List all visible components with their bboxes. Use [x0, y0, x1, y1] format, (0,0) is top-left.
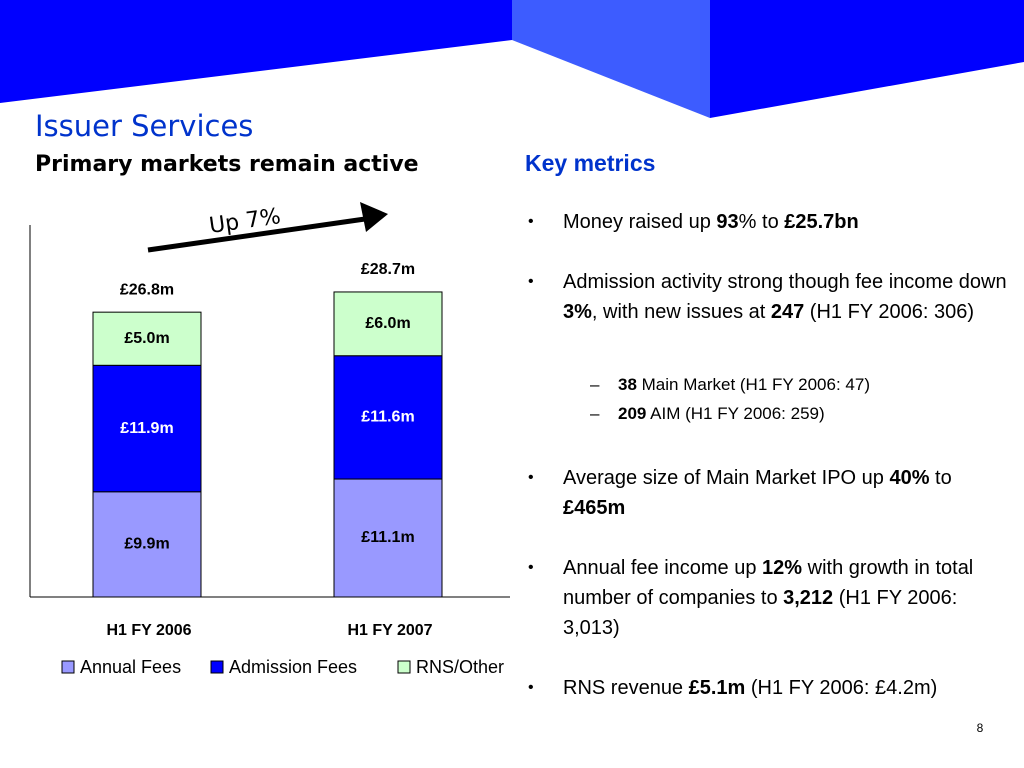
bullet: Admission activity strong though fee inc… — [528, 267, 1013, 327]
growth-arrowhead — [360, 202, 388, 232]
slide-subtitle: Primary markets remain active — [35, 152, 419, 177]
slide-title: Issuer Services — [35, 109, 253, 143]
text-run: £465m — [563, 497, 626, 519]
text-run: to — [929, 467, 958, 489]
legend-label: RNS/Other — [416, 657, 504, 677]
text-run: AIM (H1 FY 2006: 259) — [646, 404, 825, 423]
sub-bullet: 38 Main Market (H1 FY 2006: 47) — [590, 370, 1018, 399]
text-run: £5.1m — [688, 677, 746, 699]
text-run: Money raised up — [563, 211, 717, 233]
text-run: 93 — [716, 211, 739, 233]
banner-right — [710, 0, 1024, 118]
sub-bullet: 209 AIM (H1 FY 2006: 259) — [590, 399, 1018, 428]
text-run: 3,212 — [783, 587, 834, 609]
total-label: £28.7m — [361, 261, 415, 278]
page-number: 8 — [977, 721, 984, 735]
bullet: Average size of Main Market IPO up 40% t… — [528, 463, 1013, 523]
text-run: £25.7bn — [784, 211, 859, 233]
key-metrics-title: Key metrics — [525, 150, 655, 176]
bullet: RNS revenue £5.1m (H1 FY 2006: £4.2m) — [528, 673, 1013, 703]
text-run: Average size of Main Market IPO up — [563, 467, 890, 489]
text-run: 209 — [618, 404, 647, 423]
legend-label: Admission Fees — [229, 657, 357, 677]
text-run: 40% — [889, 467, 930, 489]
text-run: Annual fee income up — [563, 557, 763, 579]
bar-segment — [92, 364, 202, 493]
value-label: £6.0m — [365, 315, 410, 332]
bullet: Money raised up 93% to £25.7bn — [528, 207, 1013, 237]
legend-swatch — [397, 660, 411, 674]
banner-middle — [512, 0, 710, 118]
text-run: 3% — [563, 301, 592, 323]
bar-segment — [92, 311, 202, 366]
text-run: RNS revenue — [563, 677, 689, 699]
bar-segment — [333, 291, 443, 357]
text-run: (H1 FY 2006: 306) — [804, 301, 974, 323]
x-tick-label: H1 FY 2007 — [347, 622, 432, 639]
legend-swatch — [61, 660, 75, 674]
banner-left — [0, 0, 512, 103]
total-label: £26.8m — [120, 281, 174, 298]
growth-arrow — [147, 215, 373, 253]
text-run: Main Market (H1 FY 2006: 47) — [636, 375, 870, 394]
x-tick-label: H1 FY 2006 — [106, 622, 191, 639]
legend-label: Annual Fees — [80, 657, 181, 677]
bar-segment — [333, 355, 443, 480]
value-label: £9.9m — [124, 536, 169, 553]
bar-segment — [92, 491, 202, 598]
value-label: £11.6m — [361, 409, 414, 426]
value-label: £11.9m — [120, 420, 173, 437]
value-label: £5.0m — [124, 330, 169, 347]
text-run: % to — [738, 211, 785, 233]
text-run: 12% — [762, 557, 803, 579]
text-run: (H1 FY 2006: 3,013) — [563, 587, 963, 639]
text-run: (H1 FY 2006: £4.2m) — [745, 677, 938, 699]
bar-segment — [333, 478, 443, 598]
bullet: Annual fee income up 12% with growth in … — [528, 553, 1013, 643]
text-run: with growth in total number of companies… — [563, 557, 979, 609]
legend-swatch — [210, 660, 224, 674]
text-run: , with new issues at — [591, 301, 771, 323]
text-run: 247 — [770, 301, 805, 323]
text-run: Admission activity strong though fee inc… — [563, 271, 1013, 293]
value-label: £11.1m — [361, 529, 414, 546]
text-run: 38 — [618, 375, 637, 394]
